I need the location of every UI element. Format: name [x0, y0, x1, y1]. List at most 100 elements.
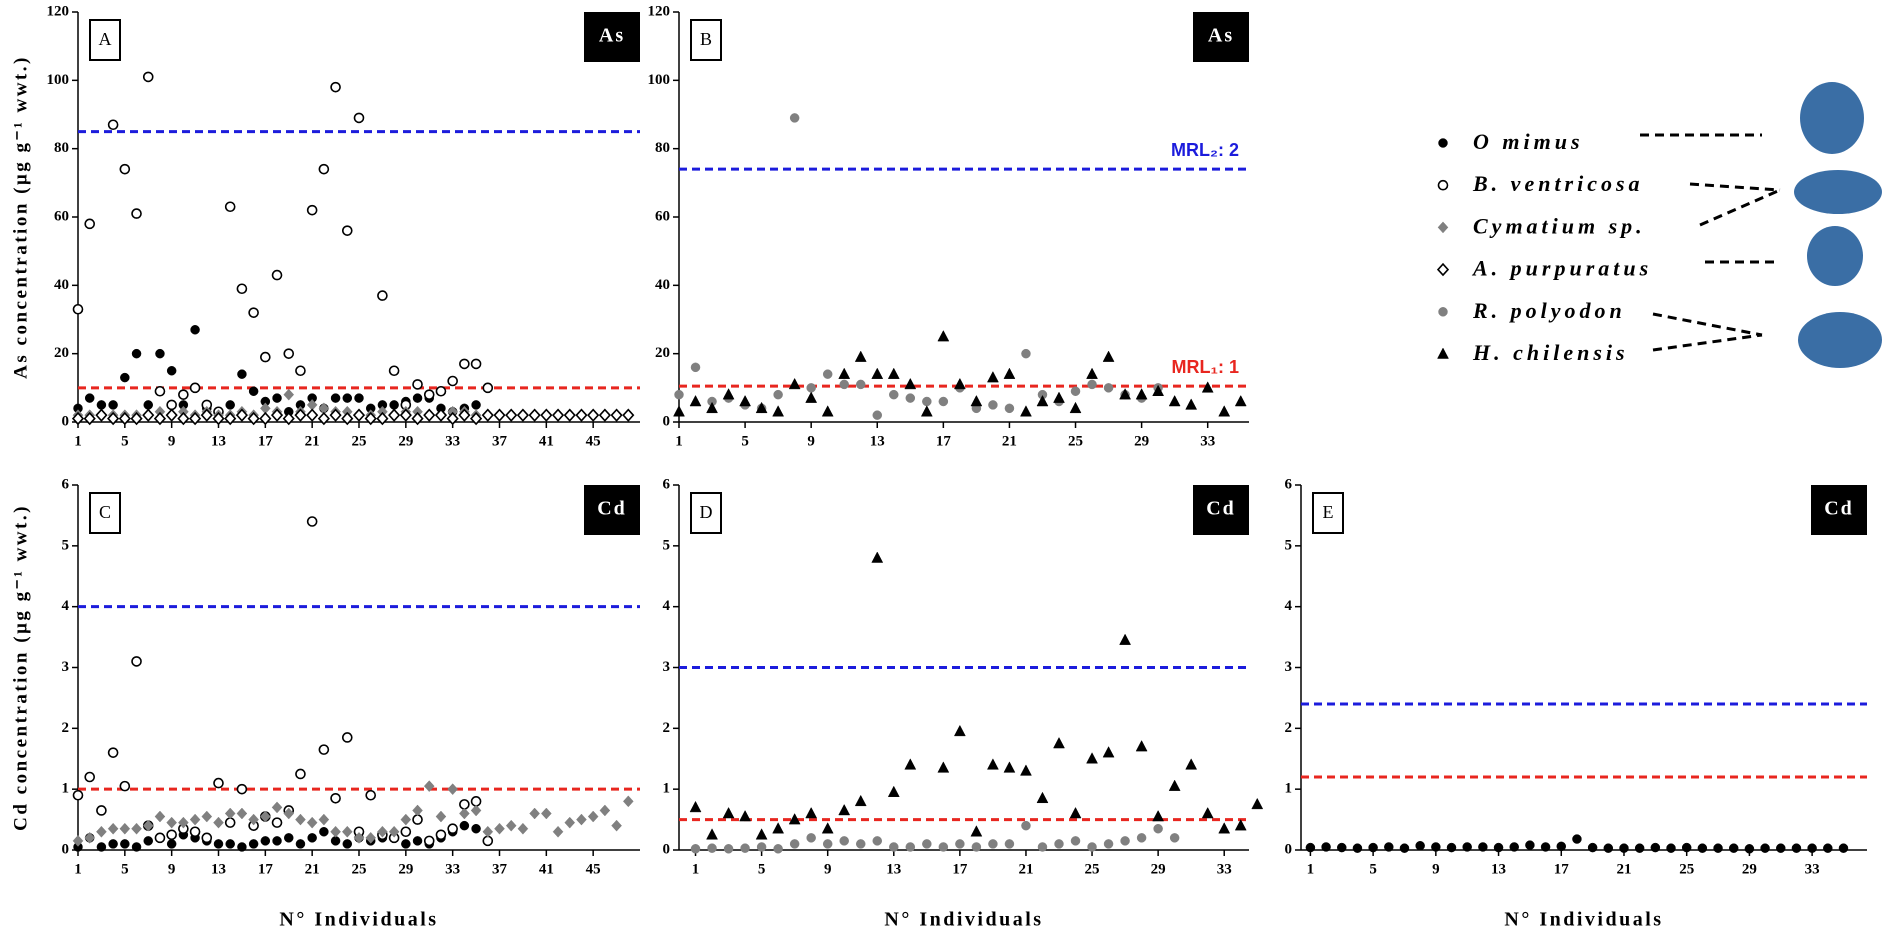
- point: [96, 400, 107, 410]
- point: [1086, 752, 1098, 764]
- point: [922, 839, 932, 849]
- point: [1169, 833, 1180, 843]
- point: [789, 113, 800, 123]
- y-axis-title: Cd concentration (μg g⁻¹ wwt.): [10, 504, 31, 831]
- element-tag: Cd: [597, 498, 627, 520]
- point: [119, 163, 131, 175]
- point: [889, 842, 899, 852]
- point: [904, 377, 917, 390]
- x-tick-label: 29: [1134, 433, 1149, 449]
- connector: [1699, 188, 1781, 227]
- point: [622, 408, 635, 422]
- point: [1003, 761, 1016, 773]
- point: [295, 768, 306, 780]
- legend-label: Cymatium sp.: [1473, 213, 1646, 238]
- octopus-icon: [1800, 82, 1864, 154]
- point: [838, 803, 851, 816]
- point: [855, 379, 866, 390]
- y-tick-label: 60: [54, 208, 69, 224]
- point: [756, 842, 767, 852]
- point: [610, 408, 623, 422]
- legend-marker: [1437, 347, 1449, 359]
- x-tick-label: 29: [398, 433, 413, 449]
- point: [1053, 737, 1065, 749]
- y-tick-label: 0: [62, 841, 70, 857]
- point: [306, 204, 318, 216]
- x-tick-label: 5: [121, 861, 129, 877]
- point: [470, 796, 482, 807]
- point: [341, 732, 353, 743]
- point: [1102, 350, 1115, 362]
- point: [505, 408, 518, 422]
- point: [365, 831, 377, 844]
- x-axis-title: N° Individuals: [884, 909, 1043, 931]
- element-tag-box: [584, 12, 640, 62]
- point: [318, 744, 330, 755]
- point: [131, 842, 142, 852]
- point: [887, 785, 900, 797]
- point: [937, 330, 950, 342]
- point: [107, 822, 119, 835]
- legend-marker: [1437, 179, 1449, 191]
- point: [236, 783, 248, 795]
- point: [201, 810, 213, 823]
- point: [1234, 819, 1247, 831]
- point: [376, 411, 389, 426]
- point: [986, 758, 999, 770]
- x-tick-label: 29: [398, 861, 413, 877]
- point: [225, 839, 235, 849]
- point: [1368, 842, 1378, 853]
- point: [353, 112, 365, 124]
- point: [955, 839, 965, 849]
- point: [318, 163, 330, 175]
- point: [154, 385, 166, 397]
- point: [306, 516, 318, 527]
- element-tag: Cd: [1824, 498, 1854, 520]
- point: [1321, 842, 1331, 852]
- x-tick-label: 41: [539, 433, 554, 449]
- point: [772, 822, 785, 834]
- x-tick-label: 33: [1805, 861, 1820, 877]
- point: [788, 377, 801, 390]
- point: [84, 771, 96, 783]
- point: [690, 362, 701, 373]
- point: [1525, 840, 1535, 850]
- y-tick-label: 20: [655, 345, 670, 361]
- x-tick-label: 5: [1369, 861, 1377, 877]
- point: [1135, 388, 1148, 400]
- y-tick-label: 80: [54, 140, 69, 156]
- legend-label: H. chilensis: [1472, 340, 1629, 365]
- point: [871, 551, 884, 563]
- point: [1509, 842, 1519, 852]
- point: [459, 807, 470, 820]
- point: [388, 408, 401, 422]
- point: [706, 401, 718, 414]
- point: [306, 816, 318, 829]
- point: [177, 411, 190, 426]
- point: [481, 408, 494, 422]
- point: [1103, 383, 1114, 393]
- point: [364, 411, 377, 426]
- y-tick-label: 3: [663, 659, 671, 675]
- point: [1087, 379, 1097, 390]
- point: [260, 836, 271, 846]
- point: [1069, 806, 1082, 819]
- x-tick-label: 13: [211, 861, 226, 877]
- point: [1603, 843, 1614, 853]
- point: [805, 391, 818, 403]
- y-tick-label: 6: [663, 476, 671, 492]
- point: [806, 383, 816, 393]
- point: [938, 396, 949, 407]
- point: [1185, 758, 1198, 770]
- point: [689, 800, 702, 813]
- panel-label-box: [89, 19, 121, 61]
- point: [805, 806, 818, 819]
- point: [905, 393, 916, 403]
- y-tick-label: 1: [62, 781, 70, 797]
- point: [108, 839, 118, 849]
- point: [329, 408, 342, 422]
- point: [953, 377, 966, 390]
- point: [189, 813, 201, 826]
